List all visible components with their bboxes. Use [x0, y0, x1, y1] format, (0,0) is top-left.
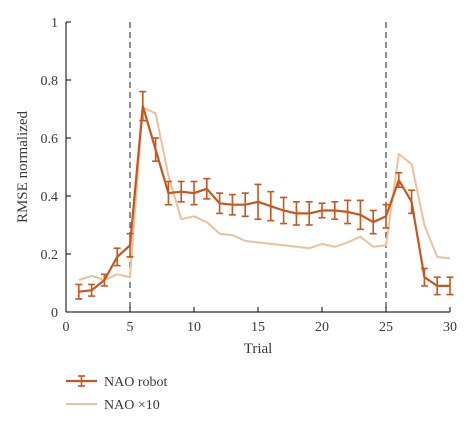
y-tick-label: 0.6 [41, 132, 59, 147]
reference-lines [129, 22, 387, 312]
x-tick-label: 15 [251, 320, 265, 335]
error-bar [75, 283, 83, 300]
x-axis-label: Trial [244, 341, 273, 357]
error-bar [267, 190, 275, 222]
error-bar [331, 201, 339, 220]
error-bar [382, 203, 390, 229]
legend-item-nao-x10: NAO ×10 [66, 398, 160, 413]
error-bar [369, 209, 377, 235]
y-tick-label: 0.2 [41, 248, 59, 263]
error-bar [190, 180, 198, 206]
error-bar [254, 183, 262, 220]
error-bar [356, 199, 364, 231]
error-bar [139, 90, 147, 122]
error-bar [305, 201, 313, 226]
error-bar [88, 283, 96, 297]
x-tick-label: 0 [63, 320, 70, 335]
x-tick-label: 20 [315, 320, 329, 335]
error-bar [446, 276, 454, 296]
y-tick-label: 0.4 [41, 190, 59, 205]
y-tick-label: 0.8 [41, 74, 59, 89]
series-layer [75, 90, 454, 300]
legend: NAO robot NAO ×10 [66, 375, 167, 413]
error-bar [164, 180, 172, 206]
error-bar [113, 247, 121, 267]
error-bar [126, 232, 134, 258]
y-axis-label: RMSE normalized [15, 110, 31, 223]
error-bar [318, 202, 326, 219]
legend-label-nao-robot: NAO robot [104, 375, 167, 390]
plot-area: 0 5 10 15 20 25 30 0 0.2 0.4 0.6 0.8 1 [41, 16, 458, 335]
error-bar [344, 199, 352, 225]
x-tick-label: 30 [443, 320, 457, 335]
error-bar [408, 189, 416, 215]
x-tick-label: 25 [379, 320, 393, 335]
x-tick-label: 5 [127, 320, 134, 335]
error-bar [228, 193, 236, 216]
error-bar [216, 192, 224, 215]
error-bar [280, 196, 288, 225]
error-bar [152, 137, 160, 162]
legend-item-nao-robot: NAO robot [66, 375, 167, 390]
error-bar [292, 201, 300, 226]
y-axis-ticks: 0 0.2 0.4 0.6 0.8 1 [41, 16, 71, 321]
legend-label-nao-x10: NAO ×10 [104, 398, 160, 413]
error-bar [100, 273, 108, 287]
series-line-nao-robot [78, 104, 450, 293]
error-bar [420, 267, 428, 287]
y-tick-label: 0 [51, 306, 58, 321]
error-bar [395, 172, 403, 189]
error-bar [177, 180, 185, 203]
error-bar [203, 177, 211, 200]
error-bar [241, 192, 249, 218]
error-bar [433, 276, 441, 296]
y-tick-label: 1 [51, 16, 58, 31]
x-axis-ticks: 0 5 10 15 20 25 30 [63, 307, 457, 335]
x-tick-label: 10 [187, 320, 201, 335]
